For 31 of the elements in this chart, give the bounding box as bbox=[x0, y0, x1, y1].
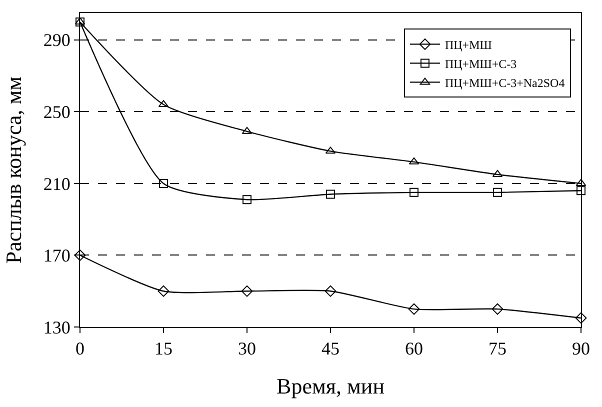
y-tick-label: 130 bbox=[43, 317, 70, 338]
x-tick-label: 60 bbox=[405, 338, 423, 359]
y-tick-label: 210 bbox=[43, 174, 70, 194]
point bbox=[242, 195, 252, 204]
x-tick-label: 90 bbox=[572, 338, 590, 359]
y-tick-label: 170 bbox=[43, 246, 70, 266]
point bbox=[326, 190, 335, 199]
legend-label: ПЦ+МШ+С-3 bbox=[444, 56, 517, 71]
x-tick-label: 15 bbox=[154, 338, 172, 359]
point bbox=[576, 186, 586, 196]
legend-label: ПЦ+МШ bbox=[444, 38, 492, 52]
x-tick-label: 75 bbox=[488, 338, 506, 359]
x-tick-label: 30 bbox=[238, 338, 256, 359]
point bbox=[575, 312, 587, 324]
x-tick-label: 0 bbox=[76, 338, 84, 359]
point bbox=[493, 188, 502, 197]
y-tick-label: 290 bbox=[43, 30, 70, 50]
point bbox=[324, 285, 336, 297]
point bbox=[408, 303, 420, 315]
x-axis-title: Время, мин bbox=[276, 374, 385, 398]
point bbox=[74, 250, 86, 261]
point bbox=[241, 285, 253, 297]
x-tick-label: 45 bbox=[322, 338, 340, 359]
y-axis-title: Расплыв конуса, мм bbox=[1, 76, 26, 264]
point bbox=[492, 303, 504, 315]
point bbox=[159, 178, 168, 188]
point bbox=[76, 17, 84, 26]
legend-label: ПЦ+МШ+С-3+Na2SO4 bbox=[444, 76, 565, 90]
y-tick-label: 250 bbox=[43, 102, 70, 122]
point bbox=[410, 188, 418, 197]
point bbox=[158, 285, 170, 297]
